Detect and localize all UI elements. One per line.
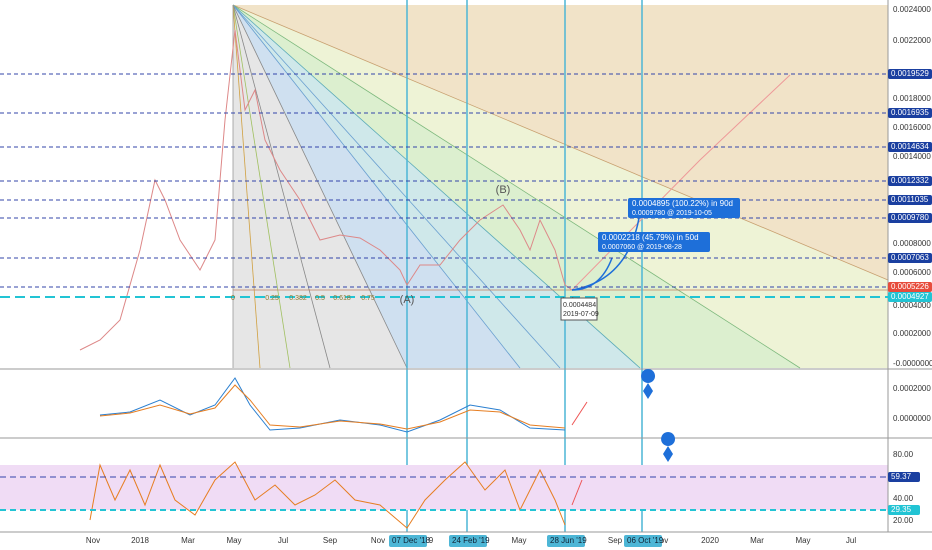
time-marker-label: 06 Oct '19 — [627, 536, 664, 545]
time-marker-label-box — [449, 535, 487, 547]
price-axis-label: 0.0014000 — [893, 152, 931, 161]
marker-icon — [641, 369, 656, 399]
macd-axis-label: 0.0002000 — [893, 384, 931, 393]
fib-label: 0.618 — [333, 295, 351, 302]
low-date: 2019-07-09 — [563, 311, 599, 318]
price-level-label-box — [888, 108, 932, 118]
projection — [571, 401, 588, 426]
rsi-level-label: 59.37 — [891, 472, 912, 481]
price-level-label-box — [888, 69, 932, 79]
fib-label: 0.382 — [289, 295, 307, 302]
price-axis-label: -0.0000000 — [893, 359, 932, 368]
fan-lines — [232, 4, 889, 369]
wave-label: (A) — [400, 294, 415, 306]
price-level-label: 0.0009780 — [891, 213, 929, 222]
rsi-band — [0, 465, 888, 510]
price-axis-label: 0.0006000 — [893, 268, 931, 277]
price-level-label: 0.0016935 — [891, 108, 929, 117]
projection-text: 0.0009780 @ 2019-10-05 — [632, 210, 712, 217]
time-axis-label: Jul — [278, 536, 288, 545]
price-axis-label: 0.0022000 — [893, 36, 931, 45]
rsi-level-label: 29.35 — [891, 505, 912, 514]
price-level-label: 0.0019529 — [891, 69, 929, 78]
price-level-label: 0.0005226 — [891, 282, 929, 291]
fib-label: 0.75 — [361, 295, 375, 302]
time-axis-label: Sep — [323, 536, 338, 545]
wave-label: (B) — [496, 184, 511, 196]
time-marker-label: 24 Feb '19 — [452, 536, 490, 545]
time-axis-label: 2018 — [131, 536, 149, 545]
time-marker-label-box — [624, 535, 662, 547]
time-marker-label: 07 Dec '18 — [392, 536, 431, 545]
rsi-level-label-box — [888, 472, 920, 482]
price-axis-label: 0.0004000 — [893, 301, 931, 310]
price-level-label-box — [888, 195, 932, 205]
price-axis-label: 0.0016000 — [893, 123, 931, 132]
price-level-label: 0.0012332 — [891, 176, 929, 185]
time-axis-label: Mar — [181, 536, 195, 545]
price-level-label-box — [888, 292, 932, 302]
price-axis-label: 0.0018000 — [893, 94, 931, 103]
low-price: 0.0004484 — [563, 302, 596, 309]
rsi-axis-label: 20.00 — [893, 516, 914, 525]
time-axis-label: May — [795, 536, 810, 545]
projection-text: 0.0007060 @ 2019-08-28 — [602, 244, 682, 251]
macd-line — [99, 377, 566, 433]
time-axis-label: Mar — [750, 536, 764, 545]
macd-axis-label: 0.0000000 — [893, 414, 931, 423]
time-marker-lines — [406, 0, 643, 532]
price-axis-label: 0.0008000 — [893, 239, 931, 248]
time-axis-label: May — [511, 536, 526, 545]
price-level-label: 0.0004927 — [891, 292, 929, 301]
projection-box — [628, 198, 740, 218]
projection — [571, 479, 583, 506]
macd-signal — [99, 384, 566, 430]
time-axis-label: 2020 — [701, 536, 719, 545]
rsi-level-label-box — [888, 505, 920, 515]
price-level-label-box — [888, 253, 932, 263]
rsi-axis-label: 80.00 — [893, 450, 914, 459]
time-axis-label: Nov — [86, 536, 100, 545]
low-box — [560, 297, 598, 321]
price-level-label: 0.0011035 — [891, 195, 929, 204]
time-axis-label: Jul — [846, 536, 856, 545]
time-marker-label-box — [547, 535, 585, 547]
price-level-label-box — [888, 213, 932, 223]
fib-label: 0.5 — [315, 295, 325, 302]
time-axis-label: Sep — [608, 536, 623, 545]
rsi-axis-label: 40.00 — [893, 494, 914, 503]
price-level-label: 0.0007063 — [891, 253, 929, 262]
time-axis-label: Nov — [371, 536, 385, 545]
fib-label: 0.25 — [265, 295, 279, 302]
time-marker-label-box — [389, 535, 427, 547]
price-level-label-box — [888, 142, 932, 152]
time-axis-label: ov — [660, 536, 668, 545]
projection-box — [598, 232, 710, 252]
marker-icon — [661, 432, 676, 462]
projection-text: 0.0004895 (100.22%) in 90d — [632, 199, 733, 208]
price-level-label-box — [888, 282, 932, 292]
price-line — [79, 29, 573, 351]
time-marker-label: 28 Jun '19 — [550, 536, 587, 545]
projection-text: 0.0002218 (45.79%) in 50d — [602, 233, 699, 242]
time-axis-label: '19 — [423, 536, 434, 545]
price-level-label-box — [888, 176, 932, 186]
price-axis-label: 0.0002000 — [893, 329, 931, 338]
rsi-line — [89, 461, 566, 529]
price-level-label: 0.0014634 — [891, 142, 929, 151]
fib-label: 0 — [231, 295, 235, 302]
time-axis-label: May — [226, 536, 241, 545]
price-axis-label: 0.0024000 — [893, 5, 931, 14]
